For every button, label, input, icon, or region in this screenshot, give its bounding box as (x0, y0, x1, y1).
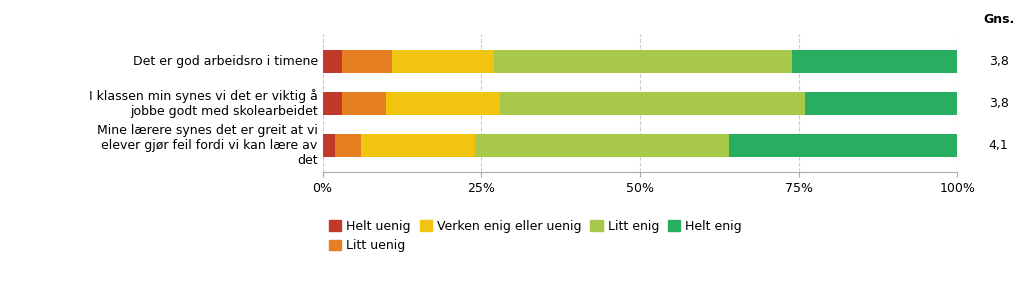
Text: 3,8: 3,8 (989, 97, 1009, 110)
Bar (342, 92, 386, 115)
Bar (323, 50, 342, 73)
Bar (323, 133, 335, 156)
Bar (729, 133, 957, 156)
Bar (494, 50, 793, 73)
Bar (323, 92, 342, 115)
Bar (335, 133, 360, 156)
Bar (342, 50, 392, 73)
Bar (386, 92, 501, 115)
Bar (475, 133, 729, 156)
Text: Gns.: Gns. (983, 13, 1015, 26)
Text: 4,1: 4,1 (989, 139, 1009, 152)
Bar (793, 50, 957, 73)
Bar (501, 92, 805, 115)
Bar (360, 133, 475, 156)
Bar (392, 50, 494, 73)
Legend: Helt uenig, Litt uenig, Verken enig eller uenig, Litt enig, Helt enig: Helt uenig, Litt uenig, Verken enig elle… (329, 220, 742, 252)
Bar (805, 92, 957, 115)
Text: 3,8: 3,8 (989, 55, 1009, 68)
